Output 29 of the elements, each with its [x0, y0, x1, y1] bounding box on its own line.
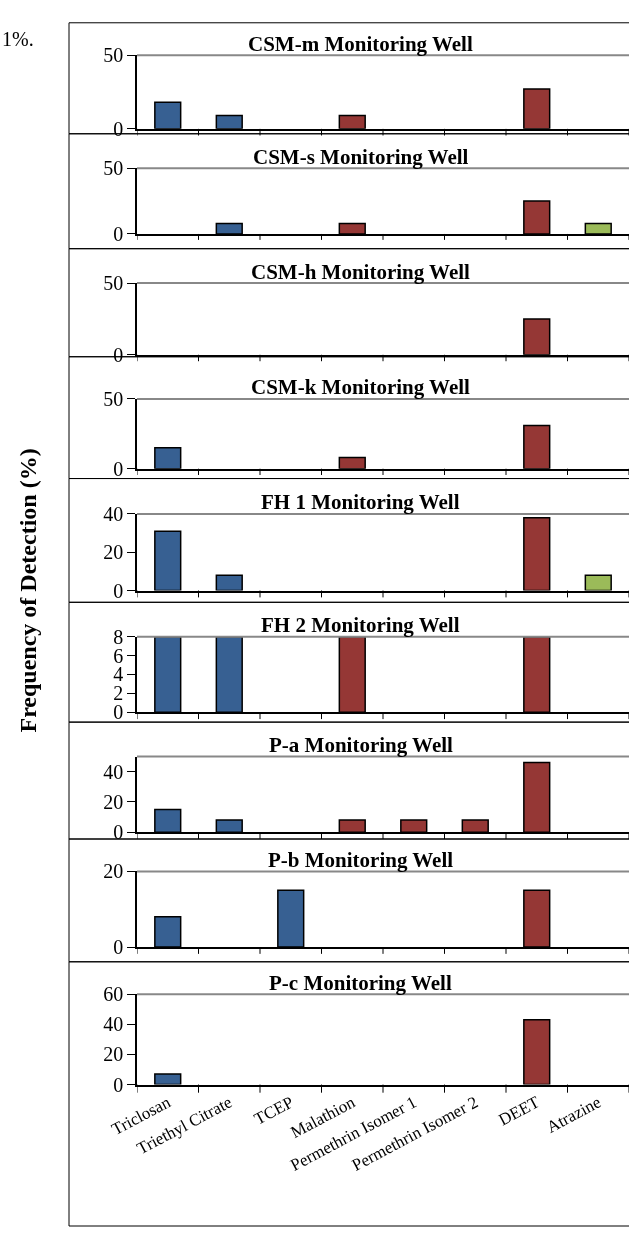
- chart-title: CSM-h Monitoring Well: [251, 260, 471, 284]
- y-tick-label: 0: [113, 1073, 124, 1096]
- y-tick-label: 40: [103, 502, 124, 525]
- y-tick-label: 50: [103, 272, 124, 295]
- chart-title: FH 1 Monitoring Well: [261, 490, 460, 514]
- y-tick-label: 20: [103, 541, 124, 564]
- y-tick-label: 0: [113, 821, 124, 844]
- y-tick-label: 50: [103, 44, 124, 67]
- y-tick-label: 40: [103, 1013, 124, 1036]
- chart-title: FH 2 Monitoring Well: [261, 613, 460, 637]
- chart-title: P-a Monitoring Well: [269, 733, 454, 757]
- text: 1%.: [2, 28, 34, 50]
- y-axis-title: Frequency of Detection (%): [15, 448, 42, 733]
- chart-title: CSM-m Monitoring Well: [248, 32, 473, 56]
- chart-title: P-c Monitoring Well: [269, 971, 452, 995]
- y-tick-label: 20: [103, 790, 124, 813]
- y-tick-label: 50: [103, 387, 124, 410]
- chart-title: P-b Monitoring Well: [268, 848, 454, 872]
- y-tick-label: 0: [113, 222, 124, 245]
- y-tick-label: 0: [113, 936, 124, 959]
- y-tick-label: 0: [113, 457, 124, 480]
- y-tick-label: 20: [103, 860, 124, 883]
- y-tick-label: 40: [103, 760, 124, 783]
- y-tick-label: 50: [103, 157, 124, 180]
- y-tick-label: 0: [113, 579, 124, 602]
- y-tick-label: 20: [103, 1043, 124, 1066]
- chart-title: CSM-s Monitoring Well: [253, 145, 469, 169]
- chart-title: CSM-k Monitoring Well: [251, 375, 471, 399]
- y-tick-label: 60: [103, 983, 124, 1006]
